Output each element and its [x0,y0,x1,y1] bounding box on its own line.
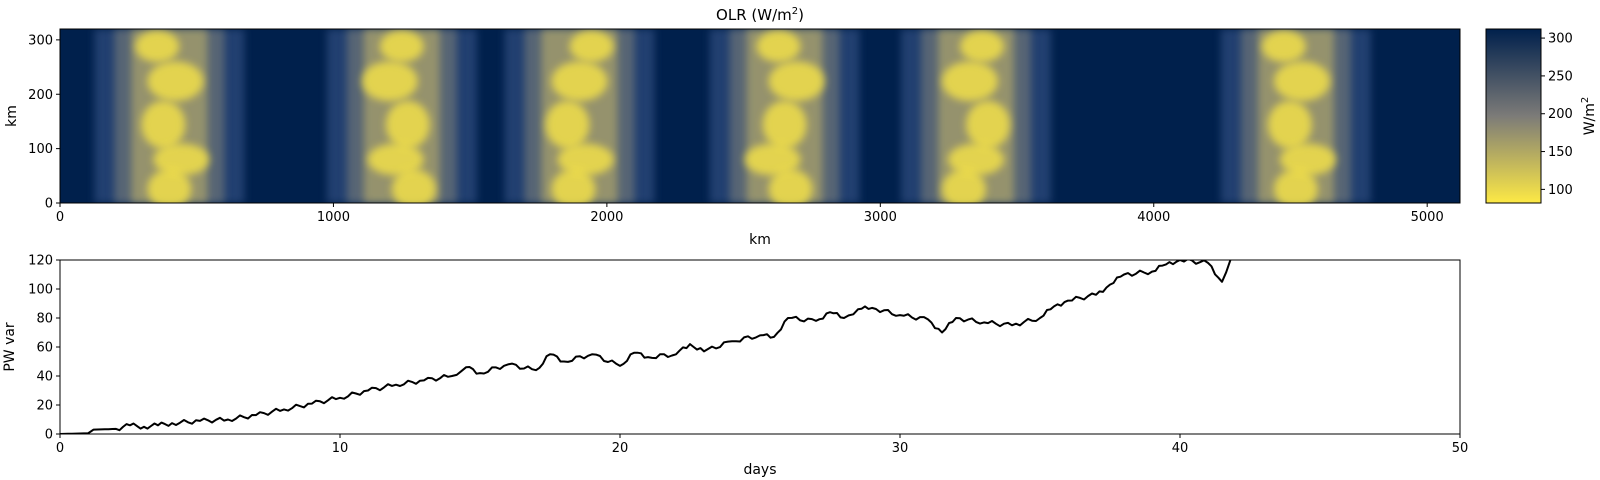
y-tick-label: 0 [45,428,53,443]
y-tick-label: 80 [36,312,53,327]
y-tick-label: 60 [36,341,53,356]
colorbar: 100 150 200 250 300 W/m2 [1485,28,1598,204]
x-tick-label: 50 [1452,441,1469,456]
convective-band [94,29,245,203]
y-tick-label: 120 [28,254,53,269]
convective-band [326,29,477,203]
x-tick-label: 20 [612,441,629,456]
x-tick-label: 2000 [590,210,623,225]
heatmap-y-axis: 0 100 200 300 [28,33,60,212]
colorbar-frame [1485,28,1542,204]
heatmap-x-label: km [749,232,771,248]
line-y-axis: 0 20 40 60 80 100 120 [28,254,60,443]
convective-band [901,29,1052,203]
heatmap-y-label: km [4,105,20,127]
olr-heatmap-panel: OLR (W/m2) 0 1000 2000 3000 4000 5000 0 100 200… [4,6,1461,248]
y-tick-label: 20 [36,399,53,414]
convective-band [504,29,655,203]
colorbar-tick-label: 100 [1548,183,1573,198]
x-tick-label: 30 [892,441,909,456]
x-tick-label: 0 [56,441,64,456]
convective-band [709,29,860,203]
convective-band [1220,29,1371,203]
x-tick-label: 4000 [1137,210,1170,225]
pw-line-panel: 0 10 20 30 40 50 0 20 40 60 80 100 120 days PW var [2,254,1468,479]
y-tick-label: 0 [45,197,53,212]
x-tick-label: 3000 [864,210,897,225]
colorbar-tick-label: 200 [1548,107,1573,122]
x-tick-label: 5000 [1411,210,1444,225]
pw-var-series-line [60,260,1232,434]
colorbar-tick-label: 150 [1548,145,1573,160]
colorbar-tick-label: 300 [1548,32,1573,47]
x-tick-label: 1000 [317,210,350,225]
y-tick-label: 200 [28,88,53,103]
line-plot-background [60,260,1460,434]
y-tick-label: 100 [28,142,53,157]
olr-title: OLR (W/m2) [716,6,804,24]
heatmap-frame [59,28,1461,204]
line-x-label: days [743,462,776,478]
colorbar-tick-label: 250 [1548,69,1573,84]
y-tick-label: 300 [28,33,53,48]
x-tick-label: 0 [56,210,64,225]
y-tick-label: 40 [36,370,53,385]
heatmap-x-axis: 0 1000 2000 3000 4000 5000 [56,203,1444,225]
heatmap-bands [94,29,1371,203]
x-tick-label: 40 [1172,441,1189,456]
colorbar-gradient [1486,29,1541,203]
line-x-axis: 0 10 20 30 40 50 [56,434,1468,456]
line-y-label: PW var [2,322,18,372]
colorbar-label: W/m2 [1580,97,1598,136]
y-tick-label: 100 [28,283,53,298]
colorbar-ticks: 100 150 200 250 300 [1541,32,1573,198]
x-tick-label: 10 [332,441,349,456]
